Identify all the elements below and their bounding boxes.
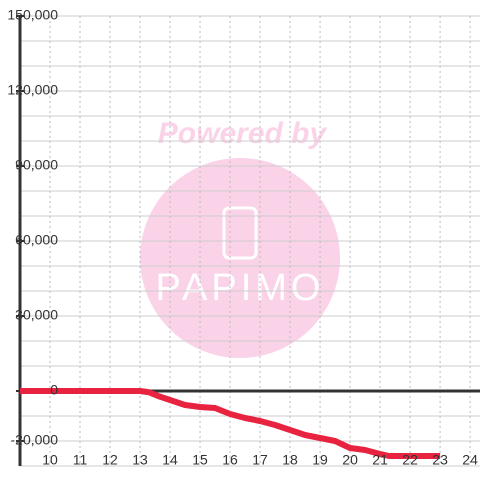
x-tick-label: 22 bbox=[402, 452, 418, 468]
x-tick-label: 24 bbox=[462, 452, 478, 468]
x-tick-label: 14 bbox=[162, 452, 178, 468]
y-tick-label: 150,000 bbox=[7, 7, 58, 23]
y-tick-label: 60,000 bbox=[15, 232, 58, 248]
x-tick-label: 13 bbox=[132, 452, 148, 468]
y-tick-label: -20,000 bbox=[11, 432, 59, 448]
x-tick-label: 23 bbox=[432, 452, 448, 468]
x-tick-label: 17 bbox=[252, 452, 268, 468]
data-line bbox=[20, 388, 441, 459]
y-tick-label: 120,000 bbox=[7, 82, 58, 98]
watermark-headline: Powered by bbox=[158, 117, 328, 150]
x-tick-label: 10 bbox=[42, 452, 58, 468]
y-tick-label: 90,000 bbox=[15, 157, 58, 173]
x-tick-label: 16 bbox=[222, 452, 238, 468]
x-tick-label: 20 bbox=[342, 452, 358, 468]
y-tick-label: 0 bbox=[50, 382, 58, 398]
x-tick-label: 11 bbox=[73, 452, 88, 468]
y-tick-label: 30,000 bbox=[15, 307, 58, 323]
watermark-brand: PAPIMO bbox=[156, 267, 325, 309]
x-tick-label: 19 bbox=[312, 452, 328, 468]
x-tick-label: 18 bbox=[282, 452, 298, 468]
x-tick-label: 15 bbox=[192, 452, 208, 468]
x-tick-label: 21 bbox=[372, 452, 388, 468]
phone-icon bbox=[222, 206, 258, 260]
x-tick-label: 12 bbox=[102, 452, 118, 468]
